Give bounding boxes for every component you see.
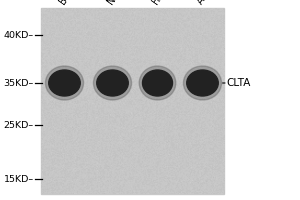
Text: BT-474: BT-474 xyxy=(58,0,85,6)
Text: 40KD–: 40KD– xyxy=(4,30,34,40)
Text: HeLa: HeLa xyxy=(151,0,173,6)
Ellipse shape xyxy=(139,66,176,100)
Ellipse shape xyxy=(46,66,83,100)
Ellipse shape xyxy=(94,66,132,100)
Text: 15KD–: 15KD– xyxy=(4,174,34,184)
Ellipse shape xyxy=(97,70,128,96)
Ellipse shape xyxy=(49,70,80,96)
Ellipse shape xyxy=(187,70,218,96)
Text: 35KD–: 35KD– xyxy=(4,78,34,88)
Text: CLTA: CLTA xyxy=(226,78,251,88)
Text: NCI-H460: NCI-H460 xyxy=(106,0,140,6)
Text: A549: A549 xyxy=(196,0,218,6)
Bar xyxy=(40,8,224,194)
Text: 25KD–: 25KD– xyxy=(4,120,34,130)
Ellipse shape xyxy=(142,70,172,96)
Ellipse shape xyxy=(184,66,221,100)
